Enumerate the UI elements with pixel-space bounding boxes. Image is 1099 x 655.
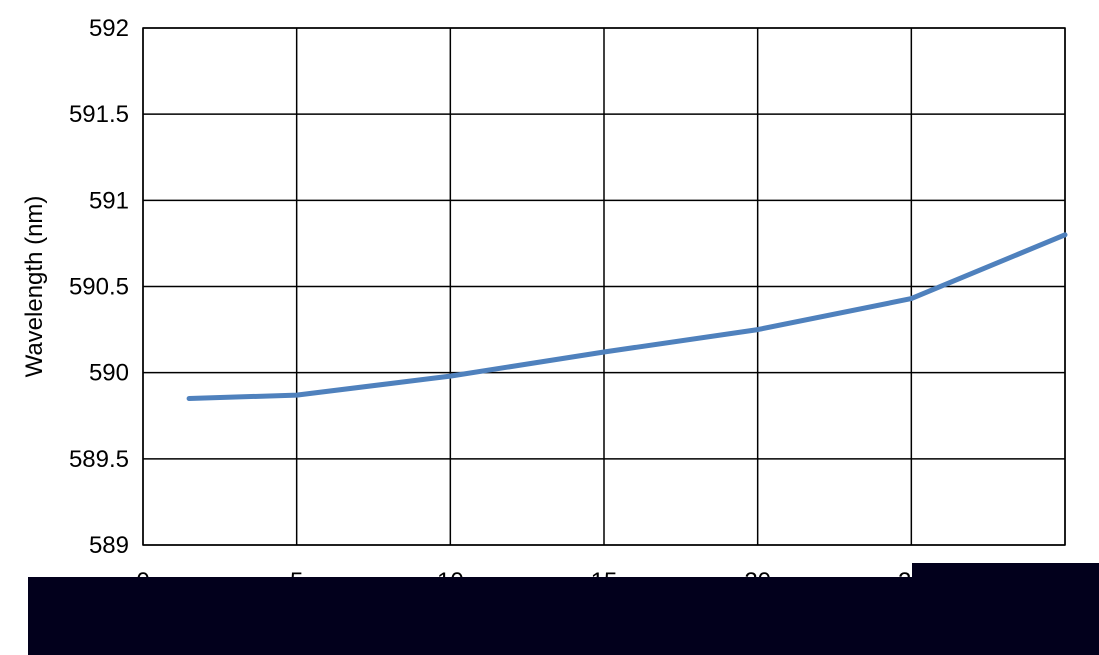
y-axis-title: Wavelength (nm): [21, 196, 48, 378]
y-tick-label: 591.5: [69, 101, 129, 128]
plot-area-border: [142, 27, 1066, 546]
series-line-0: [186, 232, 1068, 401]
y-tick-label: 589: [89, 532, 129, 559]
series-layer: [186, 232, 1068, 401]
y-tick-label: 590: [89, 360, 129, 387]
y-tick-label: 591: [89, 187, 129, 214]
y-tick-label: 589.5: [69, 446, 129, 473]
y-tick-label: 590.5: [69, 274, 129, 301]
redaction-notch: [912, 563, 1099, 579]
y-tick-label: 592: [89, 15, 129, 42]
grid: [142, 27, 1066, 546]
redaction-band: [28, 577, 1099, 655]
